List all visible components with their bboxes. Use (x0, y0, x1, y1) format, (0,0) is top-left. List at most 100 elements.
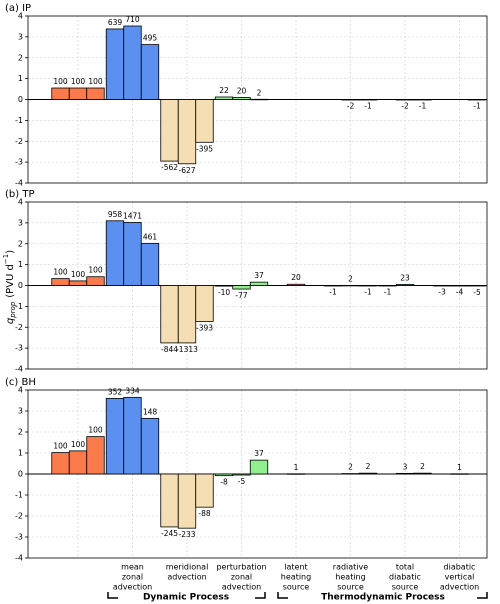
y-tick-label: 0 (18, 470, 23, 479)
y-tick-label: -3 (15, 344, 23, 353)
x-tick-label: diabatic (444, 563, 476, 572)
y-tick-label: 4 (18, 386, 23, 395)
bar (395, 472, 415, 475)
value-label: 22 (219, 86, 229, 95)
value-label: 100 (53, 77, 68, 86)
value-label: 100 (71, 440, 86, 449)
y-tick-label: 2 (18, 428, 23, 437)
value-label: -395 (196, 144, 213, 153)
value-label: -1 (384, 288, 392, 297)
value-label: -1313 (176, 345, 198, 354)
bar (195, 285, 214, 322)
value-label: 37 (254, 271, 264, 280)
ylabel-subscript: prop (9, 301, 17, 319)
y-tick-label: 3 (18, 407, 23, 416)
value-label: 100 (53, 268, 68, 277)
value-label: 495 (143, 34, 158, 43)
process-label: Dynamic Process (143, 593, 229, 603)
bar (286, 473, 306, 475)
value-label: -4 (456, 288, 464, 297)
x-tick-label: advection (167, 573, 206, 582)
value-label: 958 (108, 210, 123, 219)
bar (378, 285, 397, 287)
bar (214, 285, 234, 287)
ylabel-close: ) (5, 250, 16, 254)
x-tick-label: vertical (445, 573, 475, 582)
y-tick-label: -2 (15, 137, 23, 146)
x-tick-label: zonal (122, 573, 143, 582)
bar (68, 87, 88, 100)
value-label: 2 (348, 274, 353, 283)
x-tick-label: zonal (231, 573, 252, 582)
bar (450, 473, 469, 475)
bar (395, 284, 415, 286)
value-label: 2 (366, 462, 371, 471)
y-tick-label: 4 (18, 198, 23, 207)
bar (249, 281, 269, 286)
bar (68, 450, 88, 475)
value-label: -1 (364, 102, 372, 111)
bar (214, 473, 234, 477)
bar (341, 99, 360, 101)
value-label: 1471 (123, 211, 142, 220)
bar (160, 285, 179, 344)
value-label: -88 (198, 509, 210, 518)
value-label: -562 (161, 163, 178, 172)
y-tick-label: -3 (15, 533, 23, 542)
value-label: -2 (401, 102, 409, 111)
bar (467, 285, 487, 287)
value-label: 100 (88, 426, 103, 435)
bar (413, 99, 432, 101)
y-tick-label: -4 (15, 179, 23, 188)
x-tick-label: latent (284, 563, 307, 572)
y-tick-label: -1 (15, 302, 23, 311)
value-label: -1 (329, 288, 337, 297)
bar (358, 99, 378, 101)
value-label: 334 (125, 386, 140, 395)
value-label: -77 (235, 291, 247, 300)
ylabel-exponent: −1 (2, 254, 10, 264)
process-label: Thermodynamic Process (321, 593, 445, 603)
bar (140, 242, 160, 286)
bar (467, 99, 487, 101)
value-label: -2 (347, 102, 355, 111)
bar (395, 99, 415, 101)
bar (86, 436, 105, 475)
bar (232, 97, 251, 100)
bar (341, 473, 360, 475)
value-label: 461 (143, 232, 158, 241)
y-tick-label: -1 (15, 116, 23, 125)
bar (51, 452, 70, 475)
y-tick-label: 4 (18, 12, 23, 21)
bar (249, 459, 269, 475)
value-label: -8 (220, 478, 228, 487)
bar (214, 96, 234, 100)
value-label: 2 (348, 463, 353, 472)
value-label: -233 (178, 530, 195, 539)
plot-frame (27, 15, 488, 184)
bar (160, 99, 179, 162)
bar (86, 276, 105, 286)
y-tick-label: -1 (15, 491, 23, 500)
y-tick-label: 2 (18, 53, 23, 62)
y-tick-label: -4 (15, 554, 23, 563)
value-label: 1 (457, 463, 462, 472)
bar (105, 397, 125, 475)
x-tick-label: total (396, 563, 414, 572)
bar (450, 285, 469, 287)
bar (68, 280, 88, 286)
x-tick-label: source (337, 583, 364, 592)
bar (51, 87, 70, 100)
y-tick-label: 0 (18, 281, 23, 290)
bar (86, 87, 105, 100)
value-label: -10 (218, 288, 230, 297)
bar (123, 222, 142, 286)
value-label: 2 (257, 88, 262, 97)
bar (232, 473, 251, 476)
bar (105, 220, 125, 286)
bar (286, 283, 306, 286)
bar (432, 285, 452, 287)
value-label: -627 (178, 166, 195, 175)
value-label: 100 (71, 270, 86, 279)
